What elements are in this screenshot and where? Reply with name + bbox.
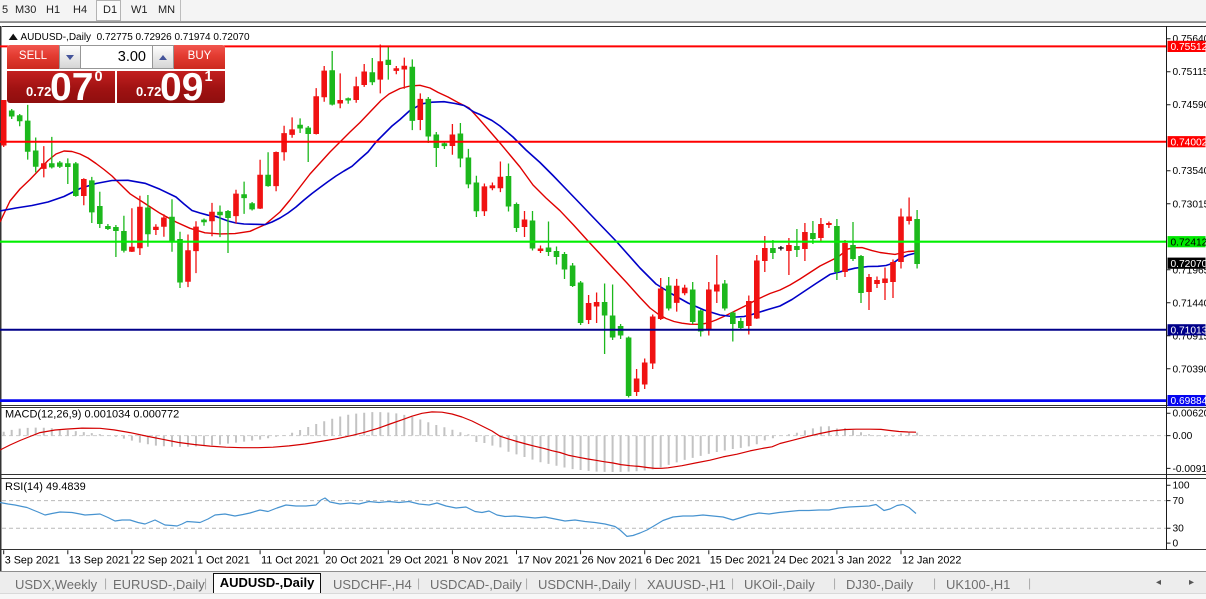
svg-text:100: 100 [1173,481,1190,492]
svg-text:70: 70 [1173,496,1185,507]
svg-text:29 Oct 2021: 29 Oct 2021 [389,555,448,567]
svg-text:0.69884: 0.69884 [1171,396,1206,407]
svg-text:0.74002: 0.74002 [1171,137,1206,148]
svg-text:6 Dec 2021: 6 Dec 2021 [646,555,701,567]
svg-text:13 Sep 2021: 13 Sep 2021 [69,555,130,567]
svg-text:0.75640: 0.75640 [1173,34,1206,45]
svg-text:11 Oct 2021: 11 Oct 2021 [261,555,319,567]
svg-text:-0.00919: -0.00919 [1173,464,1206,475]
svg-text:0.71013: 0.71013 [1171,325,1206,336]
svg-text:0.70915: 0.70915 [1173,331,1206,342]
svg-text:0.75115: 0.75115 [1173,67,1206,78]
svg-text:3 Jan 2022: 3 Jan 2022 [838,555,891,567]
svg-text:0.006201: 0.006201 [1173,409,1206,420]
svg-text:20 Oct 2021: 20 Oct 2021 [325,555,384,567]
svg-text:26 Nov 2021: 26 Nov 2021 [582,555,643,567]
svg-text:0.72412: 0.72412 [1171,237,1206,248]
svg-text:1 Oct 2021: 1 Oct 2021 [197,555,250,567]
svg-text:AUDUSD-,Daily 0.72775 0.72926: AUDUSD-,Daily 0.72775 0.72926 0.71974 0.… [21,32,250,43]
svg-text:0.70390: 0.70390 [1173,364,1206,375]
svg-text:22 Sep 2021: 22 Sep 2021 [133,555,194,567]
svg-text:0.71440: 0.71440 [1173,298,1206,309]
svg-text:12 Jan 2022: 12 Jan 2022 [902,555,961,567]
svg-text:0: 0 [1173,539,1179,550]
svg-text:0.73540: 0.73540 [1173,166,1206,177]
svg-text:0.71965: 0.71965 [1173,265,1206,276]
svg-text:0.00: 0.00 [1173,431,1193,442]
svg-text:15 Dec 2021: 15 Dec 2021 [710,555,771,567]
svg-text:0.75512: 0.75512 [1171,42,1206,53]
svg-text:RSI(14) 49.4839: RSI(14) 49.4839 [5,481,86,493]
svg-text:0.74590: 0.74590 [1173,100,1206,111]
svg-text:0.73015: 0.73015 [1173,199,1206,210]
svg-text:24 Dec 2021: 24 Dec 2021 [774,555,835,567]
svg-text:17 Nov 2021: 17 Nov 2021 [518,555,579,567]
svg-text:8 Nov 2021: 8 Nov 2021 [453,555,508,567]
svg-text:MACD(12,26,9) 0.001034 0.00077: MACD(12,26,9) 0.001034 0.000772 [5,409,179,421]
svg-text:30: 30 [1173,524,1185,535]
svg-text:3 Sep 2021: 3 Sep 2021 [5,555,60,567]
svg-text:0.72070: 0.72070 [1171,259,1206,270]
